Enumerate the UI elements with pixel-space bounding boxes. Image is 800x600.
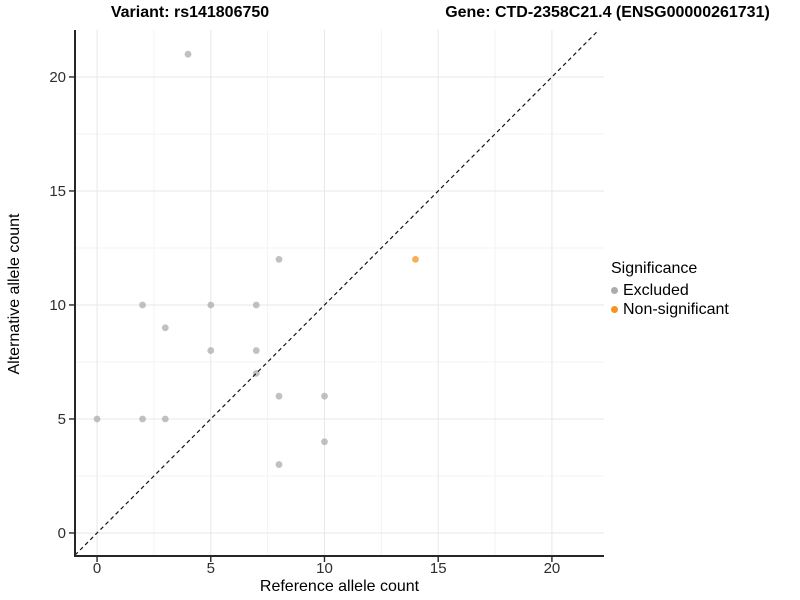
legend-items: Excluded Non-significant	[611, 281, 729, 319]
identity-line	[74, 29, 600, 556]
data-point-excluded	[93, 415, 101, 423]
data-point-excluded	[139, 301, 146, 309]
data-point-excluded	[139, 415, 146, 423]
legend-key-dot	[611, 287, 618, 294]
data-point-non-significant	[412, 255, 419, 263]
data-point-excluded	[275, 392, 283, 400]
legend-item-label: Excluded	[623, 281, 689, 299]
data-point-excluded	[321, 392, 328, 400]
y-tick-label: 0	[58, 525, 66, 542]
y-tick-label: 20	[49, 69, 66, 86]
x-tick-label: 15	[430, 560, 447, 577]
legend-key-dot	[611, 306, 618, 313]
legend: Significance Excluded Non-significant	[611, 260, 729, 319]
y-axis-title: Alternative allele count	[6, 213, 23, 375]
y-tick-label: 15	[49, 183, 66, 200]
data-point-excluded	[275, 461, 283, 468]
legend-title: Significance	[611, 260, 698, 277]
x-tick-label: 10	[316, 560, 333, 577]
legend-item-label: Non-significant	[623, 300, 729, 318]
data-point-excluded	[161, 415, 169, 423]
data-point-excluded	[252, 347, 260, 354]
y-tick-label: 10	[49, 297, 66, 314]
data-point-excluded	[184, 50, 192, 58]
data-point-excluded	[161, 324, 169, 332]
y-tick-label: 5	[58, 411, 66, 428]
gene-title: Gene: CTD-2358C21.4 (ENSG00000261731)	[445, 4, 770, 21]
data-point-excluded	[207, 301, 215, 309]
legend-item-non-significant: Non-significant	[611, 300, 729, 319]
variant-title: Variant: rs141806750	[110, 4, 270, 21]
data-point-excluded	[207, 347, 215, 354]
data-point-excluded	[275, 255, 283, 263]
data-point-excluded	[321, 438, 328, 446]
x-tick-label: 5	[207, 560, 215, 577]
x-axis-title: Reference allele count	[259, 578, 420, 595]
legend-item-excluded: Excluded	[611, 281, 729, 300]
data-point-excluded	[252, 301, 260, 309]
x-tick-label: 0	[93, 560, 101, 577]
x-tick-label: 20	[544, 560, 561, 577]
